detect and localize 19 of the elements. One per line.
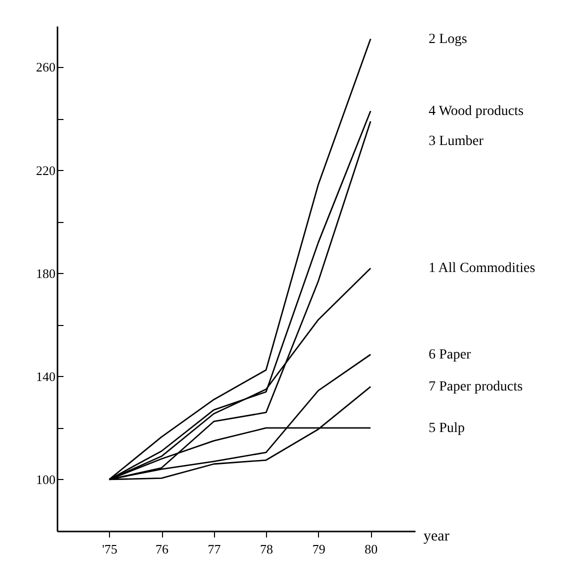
y-tick-label: 220 bbox=[36, 162, 56, 178]
x-axis-title: year bbox=[424, 528, 450, 544]
x-tick-label: 80 bbox=[364, 542, 378, 556]
text: 3 Lumber bbox=[428, 134, 484, 150]
y-tick-label: 100 bbox=[36, 472, 56, 487]
text: 5 Pulp bbox=[428, 420, 465, 436]
text: 6 Paper bbox=[428, 348, 472, 363]
x-tick-label: '75 bbox=[102, 542, 118, 556]
x-tick-label: 79 bbox=[312, 542, 326, 556]
x-tick-label: 77 bbox=[208, 542, 222, 556]
y-tick-label: 140 bbox=[36, 368, 56, 384]
x-tick-label: 76 bbox=[156, 542, 170, 556]
y-tick-label: 260 bbox=[36, 60, 56, 75]
text: 1 All Commodities bbox=[428, 261, 536, 276]
text: 4 Wood products bbox=[428, 104, 524, 120]
text: 7 Paper products bbox=[428, 380, 523, 395]
y-tick-label: 180 bbox=[36, 266, 56, 281]
text: 2 Logs bbox=[428, 32, 468, 47]
x-tick-label: 78 bbox=[260, 542, 274, 556]
